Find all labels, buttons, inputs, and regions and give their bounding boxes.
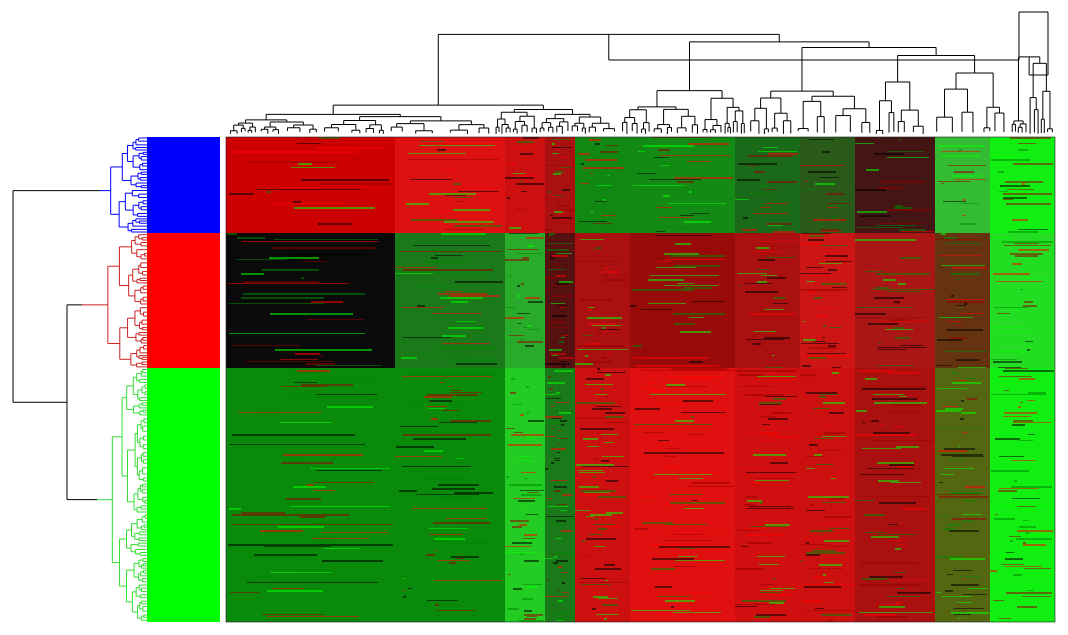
row-dendrogram <box>12 137 162 621</box>
column-dendrogram <box>229 11 1053 134</box>
heatmap-matrix <box>225 136 1056 623</box>
row-cluster-color-bar <box>147 137 220 622</box>
